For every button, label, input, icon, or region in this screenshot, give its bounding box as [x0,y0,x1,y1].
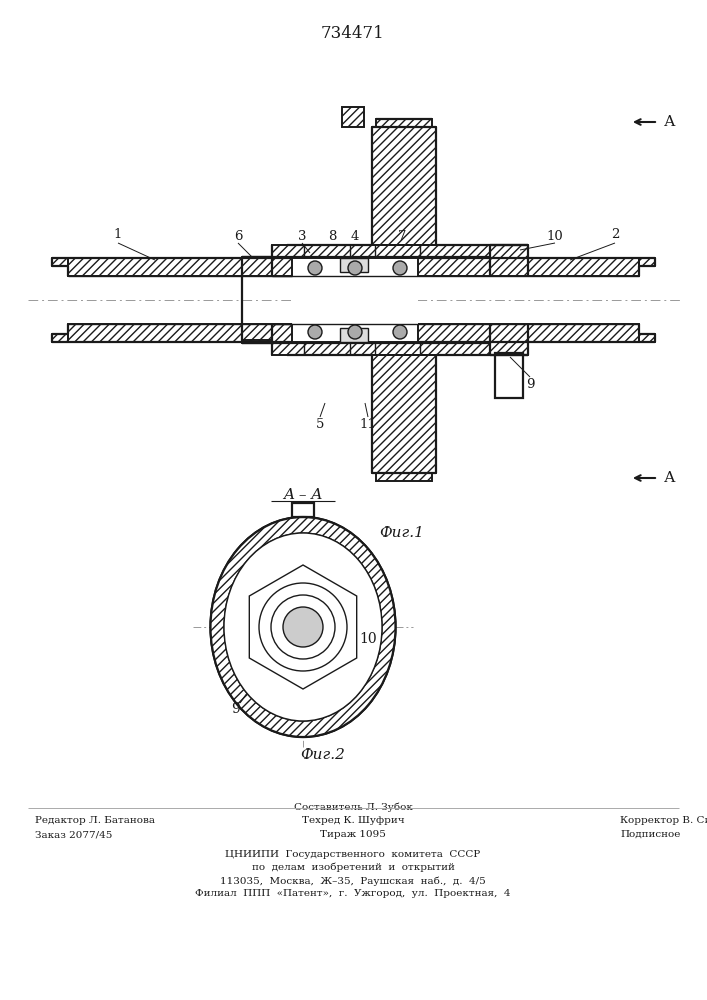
Bar [272,245,490,258]
Bar [639,334,655,342]
Bar [490,245,528,258]
Circle shape [308,325,322,339]
Bar [68,324,292,342]
Ellipse shape [211,517,395,737]
Text: 10: 10 [547,231,563,243]
Ellipse shape [224,533,382,721]
Text: Фиг.2: Фиг.2 [300,748,346,762]
Text: 3: 3 [298,231,306,243]
Bar [490,245,528,258]
Bar [418,258,639,276]
Bar [376,119,432,127]
Text: 4: 4 [351,231,359,243]
Circle shape [308,261,322,275]
Bar [490,342,528,355]
Polygon shape [250,565,357,689]
Text: Редактор Л. Батанова: Редактор Л. Батанова [35,816,155,825]
Bar [342,107,364,127]
Text: 7: 7 [398,231,407,243]
Text: 9: 9 [526,378,534,391]
Text: Заказ 2077/45: Заказ 2077/45 [35,830,112,839]
Circle shape [393,325,407,339]
Text: 9: 9 [230,702,240,716]
Circle shape [393,261,407,275]
Circle shape [348,261,362,275]
Text: Техред К. Шуфрич: Техред К. Шуфрич [302,816,404,825]
Bar [272,342,490,355]
Circle shape [259,583,347,671]
Text: 8: 8 [328,231,337,243]
Bar [52,334,68,342]
Text: 1: 1 [114,229,122,241]
Bar [292,276,418,324]
Text: Филиал  ППП  «Патент»,  г.  Ужгород,  ул.  Проектная,  4: Филиал ППП «Патент», г. Ужгород, ул. Про… [195,889,510,898]
Bar [418,324,639,342]
Circle shape [271,595,335,659]
Text: 11: 11 [360,418,376,432]
Bar [418,324,639,342]
Bar [52,258,68,266]
Bar [68,324,292,342]
Bar [372,127,436,245]
Bar [272,342,490,355]
Text: Фиг.1: Фиг.1 [380,526,424,540]
Text: 113035,  Москва,  Ж–35,  Раушская  наб.,  д.  4/5: 113035, Москва, Ж–35, Раушская наб., д. … [220,876,486,886]
Text: А: А [665,115,676,129]
Bar [242,340,272,343]
Circle shape [348,325,362,339]
Ellipse shape [224,533,382,721]
Bar [52,334,68,342]
Bar [242,257,272,258]
Text: 2: 2 [611,229,619,241]
Bar [490,342,528,355]
Bar [495,353,523,398]
Text: А: А [665,471,676,485]
Bar [372,127,436,245]
Bar [52,258,68,266]
Bar [639,334,655,342]
Bar [292,503,314,517]
Bar [68,258,292,276]
Text: 5: 5 [316,418,325,432]
Text: ЦНИИПИ  Государственного  комитета  СССР: ЦНИИПИ Государственного комитета СССР [226,850,481,859]
Bar [372,355,436,473]
Text: A – A: A – A [284,488,322,502]
Bar [376,119,432,127]
Text: Подписное: Подписное [620,830,680,839]
Bar [639,258,655,266]
Text: 6: 6 [234,231,243,243]
Ellipse shape [211,517,395,737]
Bar [342,107,364,127]
Bar [68,258,292,276]
Bar [639,258,655,266]
Bar [376,473,432,481]
Text: Составитель Л. Зубок: Составитель Л. Зубок [293,803,412,812]
Bar [340,258,368,272]
Bar [242,257,272,258]
Text: 10: 10 [359,632,377,646]
Bar [376,473,432,481]
Circle shape [283,607,323,647]
Bar [272,245,490,258]
Bar [340,328,368,342]
Bar [418,258,639,276]
Text: 734471: 734471 [321,24,385,41]
Bar [242,340,272,343]
Text: Корректор В. Синицкая: Корректор В. Синицкая [620,816,707,825]
Text: Тираж 1095: Тираж 1095 [320,830,386,839]
Text: по  делам  изобретений  и  открытий: по делам изобретений и открытий [252,863,455,872]
Bar [372,355,436,473]
